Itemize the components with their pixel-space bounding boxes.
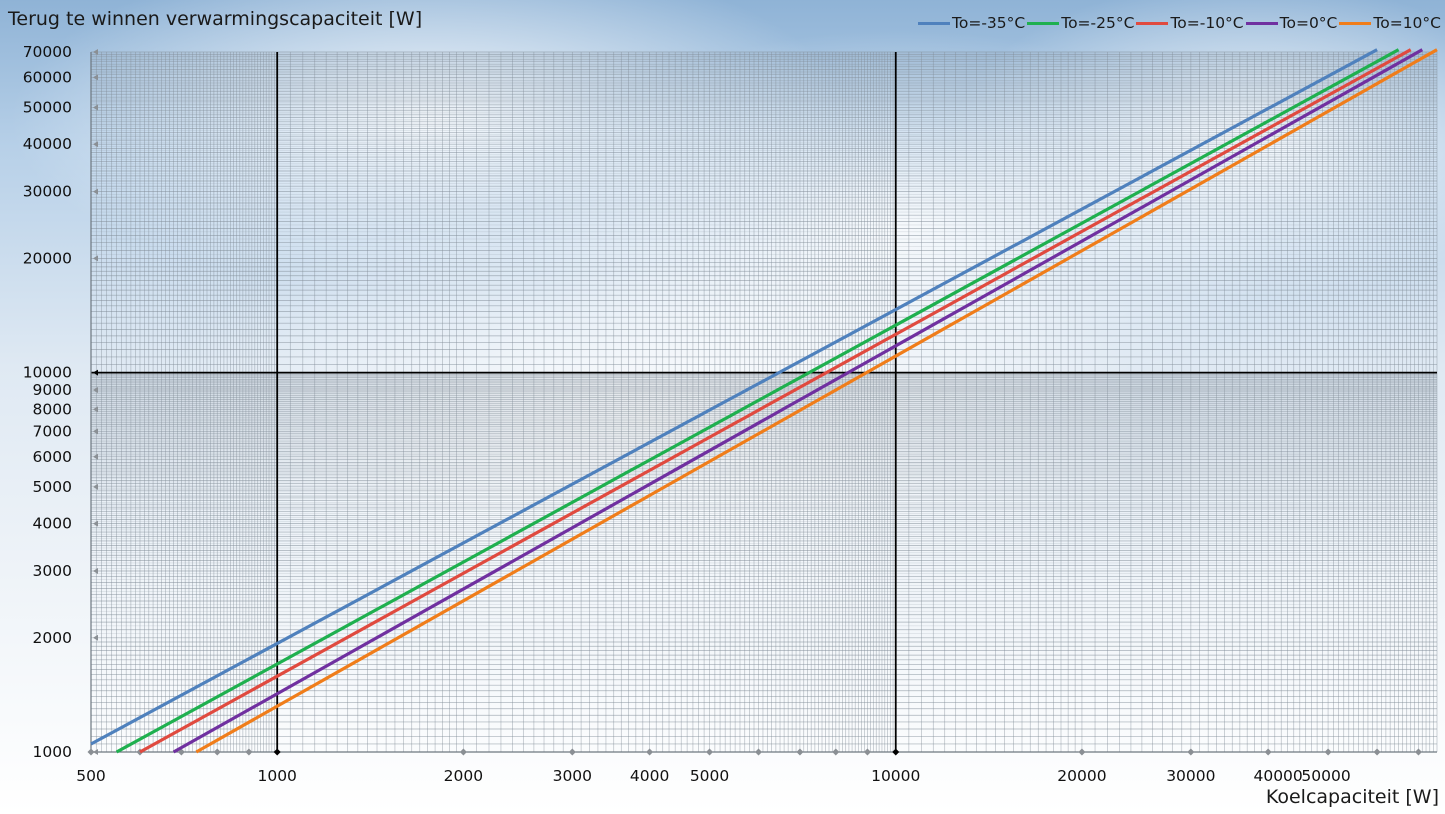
y-tick-marker [93,428,98,435]
y-tick-marker [93,749,98,755]
x-tick-label: 500 [76,767,106,785]
x-tick-marker [87,748,95,756]
y-tick-marker [93,634,98,641]
y-tick-marker [93,188,98,195]
x-tick-label: 4000 [630,767,669,785]
x-tick-marker [245,748,253,756]
x-tick-marker [1373,748,1381,756]
y-tick-label: 6000 [33,448,72,466]
x-tick-marker [755,748,763,756]
y-tick-label: 40000 [23,135,72,153]
y-tick-label: 20000 [23,249,72,267]
x-tick-marker [1264,748,1272,756]
x-tick-marker [646,748,654,756]
legend-swatch [1245,21,1278,25]
legend-label: To=0°C [1279,14,1338,32]
y-tick-label: 10000 [23,364,72,382]
legend-item: To=-10°C [1136,14,1244,32]
x-axis-title: Koelcapaciteit [W] [1265,786,1439,808]
tick-markers [87,49,1422,756]
y-tick-marker [93,520,98,527]
legend-label: To=-10°C [1170,14,1244,32]
legend-swatch [1136,21,1169,25]
series-line [172,48,1424,754]
x-tick-marker [1414,748,1422,756]
y-tick-label: 7000 [33,422,72,440]
y-tick-marker [93,74,98,81]
y-tick-label: 8000 [33,400,72,418]
x-tick-marker [1078,748,1086,756]
y-tick-marker [93,255,98,262]
x-tick-marker [213,748,221,756]
major-gridlines [90,52,1437,754]
y-tick-label: 3000 [33,562,72,580]
y-tick-label: 1000 [33,743,72,761]
x-tick-label: 50000 [1301,767,1350,785]
x-tick-marker [832,748,840,756]
x-tick-label: 1000 [257,767,296,785]
y-tick-label: 30000 [23,183,72,201]
y-tick-marker [93,386,98,393]
legend-swatch [1027,21,1060,25]
x-tick-label: 40000 [1253,767,1302,785]
y-tick-marker [93,104,98,111]
x-tick-marker [706,748,714,756]
y-tick-label: 60000 [23,68,72,86]
x-tick-marker [796,748,804,756]
legend-swatch [1339,21,1372,25]
y-tick-label: 4000 [33,515,72,533]
y-tick-label: 5000 [33,478,72,496]
y-axis-tick-labels: 1000 2000 3000 4000 5000 6000 7000 800090001000… [23,43,72,761]
y-tick-label: 9000 [33,381,72,399]
legend-item: To=0°C [1245,14,1338,32]
x-tick-marker [459,748,467,756]
data-series [90,48,1438,754]
x-tick-label: 3000 [553,767,592,785]
x-tick-marker [568,748,576,756]
x-tick-label: 10000 [871,767,920,785]
y-tick-label: 2000 [33,629,72,647]
legend: To=-35°C To=-25°C To=-10°C To=0°C To=10°C [916,14,1441,32]
x-tick-marker [892,748,900,756]
y-tick-label: 50000 [23,98,72,116]
legend-label: To=10°C [1373,14,1441,32]
series-line [90,48,1378,746]
y-tick-marker [93,453,98,460]
series-line [139,48,1412,754]
minor-gridlines [90,51,1438,753]
legend-item: To=10°C [1339,14,1441,32]
y-tick-marker [93,567,98,574]
y-axis-title: Terug te winnen verwarmingscapaciteit [W… [8,8,423,30]
legend-item: To=-35°C [918,14,1025,32]
x-tick-label: 20000 [1057,767,1106,785]
x-tick-label: 5000 [690,767,729,785]
y-tick-marker [93,369,98,376]
y-tick-marker [93,406,98,413]
y-tick-label: 70000 [23,43,72,61]
x-axis-tick-labels: 500 1000 2000 3000 4000 5000 10000 20000 30000 40… [76,767,1351,785]
y-tick-marker [93,49,98,55]
x-tick-marker [863,748,871,756]
x-tick-marker [1187,748,1195,756]
y-tick-marker [93,141,98,148]
legend-label: To=-25°C [1061,14,1135,32]
x-tick-marker [273,748,281,756]
legend-item: To=-25°C [1027,14,1134,32]
legend-label: To=-35°C [952,14,1026,32]
series-line [195,48,1438,754]
x-tick-label: 30000 [1166,767,1215,785]
legend-swatch [918,21,951,25]
x-tick-label: 2000 [444,767,483,785]
x-tick-marker [1324,748,1332,756]
y-tick-marker [93,483,98,490]
series-line [115,48,1400,754]
